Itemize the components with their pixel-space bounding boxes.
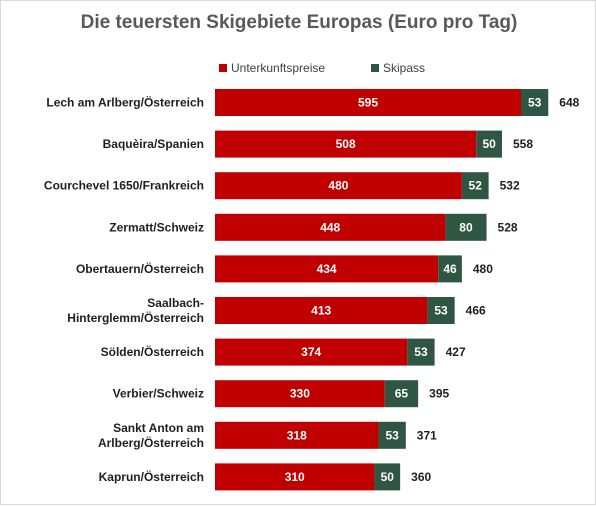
total-label: 528	[498, 220, 518, 234]
bar-skipass	[407, 338, 435, 366]
bar-skipass	[378, 421, 406, 449]
total-label: 371	[417, 428, 437, 442]
data-label-unterkunft: 330	[290, 387, 310, 401]
data-label-skipass: 50	[381, 470, 395, 484]
data-label-skipass: 53	[528, 96, 542, 110]
bar-skipass	[384, 380, 419, 408]
data-label-unterkunft: 448	[320, 220, 340, 234]
category-label: Sölden/Österreich	[101, 344, 204, 359]
bar-unterkunft	[215, 338, 408, 366]
total-label: 480	[473, 262, 493, 276]
legend: Unterkunftspreise Skipass	[219, 61, 425, 75]
data-label-skipass: 52	[469, 179, 483, 193]
data-label-skipass: 80	[459, 220, 473, 234]
data-label-unterkunft: 374	[301, 345, 321, 359]
bar-unterkunft	[215, 89, 522, 116]
total-label: 558	[513, 137, 533, 151]
data-label-skipass: 50	[482, 137, 496, 151]
total-label: 427	[446, 345, 466, 359]
data-label-unterkunft: 310	[285, 470, 305, 484]
bar-skipass	[521, 89, 549, 116]
category-label: Lech am Arlberg/Österreich	[46, 95, 204, 110]
data-label-skipass: 53	[385, 428, 399, 442]
total-label: 360	[411, 470, 431, 484]
total-label: 532	[500, 179, 520, 193]
category-label: Zermatt/Schweiz	[109, 220, 204, 234]
chart-title: Die teuersten Skigebiete Europas (Euro p…	[81, 12, 518, 33]
bar-unterkunft	[215, 172, 462, 200]
bar-unterkunft	[215, 421, 379, 449]
category-label: Kaprun/Österreich	[99, 469, 204, 484]
data-label-unterkunft: 318	[287, 428, 307, 442]
data-label-skipass: 46	[443, 262, 457, 276]
bar-unterkunft	[215, 255, 439, 283]
bar-unterkunft	[215, 213, 446, 241]
category-label: Saalbach-	[147, 296, 204, 310]
bar-unterkunft	[215, 130, 477, 158]
data-label-skipass: 65	[395, 387, 409, 401]
bar-skipass	[374, 463, 401, 491]
data-label-unterkunft: 508	[336, 137, 356, 151]
data-label-skipass: 53	[434, 304, 448, 318]
bar-skipass	[461, 172, 489, 200]
data-label-unterkunft: 480	[328, 179, 348, 193]
bar-unterkunft	[215, 297, 428, 324]
data-label-unterkunft: 434	[317, 262, 337, 276]
data-label-unterkunft: 595	[358, 96, 378, 110]
category-label: Sankt Anton am	[113, 421, 204, 435]
bar-skipass	[445, 213, 487, 241]
plot-area: Lech am Arlberg/Österreich 595 53 648 Baquèi…	[44, 89, 580, 491]
bar-skipass	[476, 130, 502, 158]
category-label: Verbier/Schweiz	[113, 387, 204, 401]
legend-label: Unterkunftspreise	[231, 61, 325, 75]
data-label-skipass: 53	[414, 345, 428, 359]
bar-skipass	[438, 255, 462, 283]
legend-swatch	[371, 64, 379, 72]
bar-unterkunft	[215, 380, 385, 408]
legend-label: Skipass	[383, 61, 425, 75]
data-label-unterkunft: 413	[311, 304, 331, 318]
category-label: Courchevel 1650/Frankreich	[44, 179, 204, 193]
category-label: Arlberg/Österreich	[98, 435, 204, 450]
bar-skipass	[427, 297, 455, 324]
category-label: Hinterglemm/Österreich	[67, 310, 204, 325]
category-label: Baquèira/Spanien	[103, 137, 204, 151]
bar-unterkunft	[215, 463, 375, 491]
total-label: 466	[466, 304, 486, 318]
category-label: Obertauern/Österreich	[76, 261, 204, 276]
total-label: 395	[429, 387, 449, 401]
total-label: 648	[559, 96, 579, 110]
legend-swatch	[219, 64, 227, 72]
